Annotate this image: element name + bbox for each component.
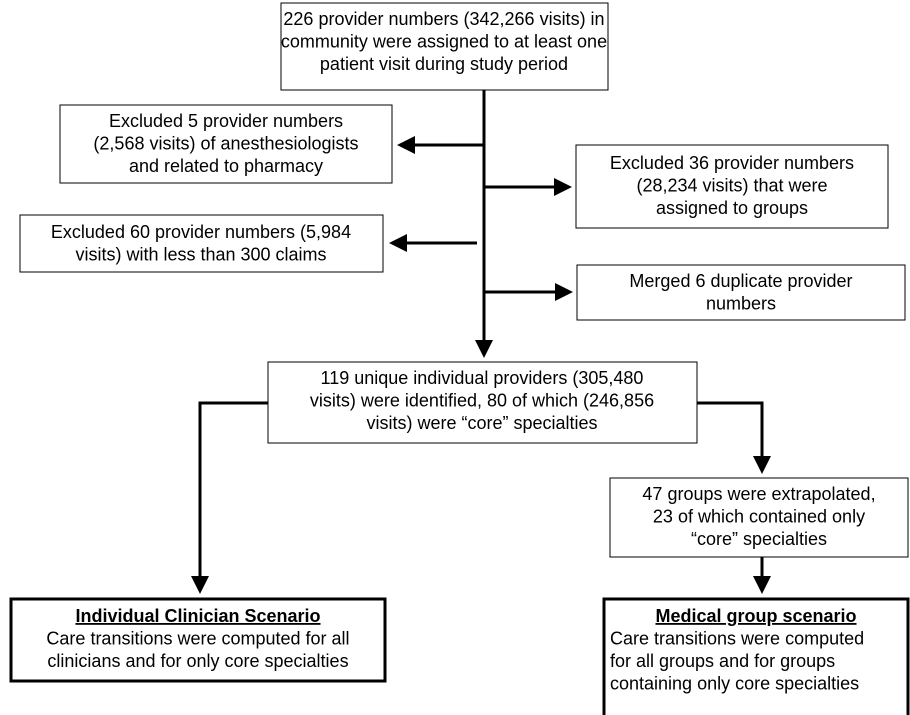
box: [280, 2, 609, 91]
node-text: community were assigned to at least one: [281, 32, 607, 52]
node-text: 226 provider numbers (342,266 visits) in: [283, 9, 604, 29]
node-text: numbers: [706, 294, 776, 314]
arrow: [191, 401, 268, 594]
node-text: containing only core specialties: [610, 674, 859, 694]
node-heading: Medical group scenario: [655, 606, 856, 626]
node-text: 23 of which contained only: [653, 507, 865, 527]
connectors: [191, 90, 771, 594]
node-text: Excluded 5 provider numbers: [109, 111, 343, 131]
node-text: and related to pharmacy: [129, 156, 323, 176]
box: [609, 477, 909, 558]
node-text: (2,568 visits) of anesthesiologists: [93, 134, 358, 154]
node-text: assigned to groups: [656, 198, 808, 218]
arrow: [697, 401, 771, 474]
node-text: visits) with less than 300 claims: [75, 245, 326, 265]
node-text: Excluded 60 provider numbers (5,984: [51, 222, 351, 242]
node-text: patient visit during study period: [320, 54, 568, 74]
node-text: Care transitions were computed for all: [46, 629, 349, 649]
node-text: Merged 6 duplicate provider: [629, 271, 852, 291]
node-text: visits) were “core” specialties: [366, 413, 597, 433]
node-text: (28,234 visits) that were: [636, 176, 827, 196]
box: [575, 144, 889, 229]
node-text: clinicians and for only core specialties: [47, 651, 348, 671]
node-text: for all groups and for groups: [610, 651, 835, 671]
node-text: Care transitions were computed: [610, 629, 864, 649]
labels: 226 provider numbers (342,266 visits) in…: [46, 9, 875, 694]
box: [602, 597, 910, 715]
box: [19, 214, 384, 273]
node-text: visits) were identified, 80 of which (24…: [310, 391, 654, 411]
node-text: “core” specialties: [691, 529, 827, 549]
node-text: 47 groups were extrapolated,: [642, 484, 875, 504]
node-text: Excluded 36 provider numbers: [610, 153, 854, 173]
box: [59, 104, 393, 184]
box: [576, 264, 906, 321]
box: [267, 361, 698, 444]
box: [9, 597, 387, 683]
node-heading: Individual Clinician Scenario: [75, 606, 320, 626]
node-text: 119 unique individual providers (305,480: [321, 368, 644, 388]
